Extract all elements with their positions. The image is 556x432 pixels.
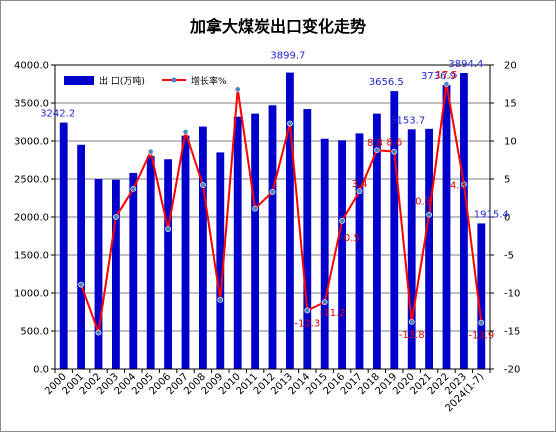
rate-point xyxy=(391,148,398,155)
bar xyxy=(390,91,399,369)
bar xyxy=(338,140,347,369)
bar xyxy=(372,113,381,369)
bar xyxy=(77,144,86,369)
rate-point xyxy=(130,185,137,192)
bar-data-label: 3656.5 xyxy=(369,77,404,88)
bar xyxy=(233,116,242,370)
left-tick-label: 1000.0 xyxy=(14,289,49,300)
left-tick-label: 3500.0 xyxy=(14,99,49,110)
rate-point xyxy=(286,120,293,127)
legend-bar-swatch xyxy=(64,76,94,85)
rate-data-label: -11.2 xyxy=(320,308,346,319)
right-tick-label: -5 xyxy=(504,251,514,262)
right-tick-label: -10 xyxy=(504,289,520,300)
rate-point xyxy=(199,182,206,188)
rate-point xyxy=(147,148,154,155)
rate-point xyxy=(426,211,432,218)
bar xyxy=(216,152,225,369)
left-tick-label: 3000.0 xyxy=(14,137,49,148)
rate-point xyxy=(78,281,84,288)
right-tick-label: 0 xyxy=(504,213,510,224)
left-tick-label: 2000.0 xyxy=(14,213,49,224)
rate-point xyxy=(460,181,467,188)
left-tick-label: 4000.0 xyxy=(14,61,49,72)
bar xyxy=(59,122,68,369)
legend-line-marker xyxy=(171,77,177,83)
rate-point xyxy=(321,299,328,306)
bar xyxy=(285,72,294,369)
left-tick-label: 2500.0 xyxy=(14,175,49,186)
bar xyxy=(407,129,416,369)
bar-data-label: 3894.4 xyxy=(448,59,483,70)
bar xyxy=(355,133,364,369)
bar xyxy=(111,179,120,369)
rate-data-label: -13.8 xyxy=(399,330,425,341)
rate-point xyxy=(217,296,224,303)
chart-title: 加拿大煤炭出口变化走势 xyxy=(189,17,366,36)
rate-point xyxy=(95,329,102,336)
bar xyxy=(425,128,434,369)
rate-point xyxy=(304,307,311,314)
rate-point xyxy=(182,128,189,135)
bar xyxy=(268,105,277,369)
right-tick-label: -20 xyxy=(504,365,520,376)
rate-point xyxy=(443,81,450,87)
bar xyxy=(320,138,329,369)
rate-point xyxy=(478,319,485,326)
bar xyxy=(251,113,260,369)
right-tick-label: 5 xyxy=(504,175,510,186)
bar xyxy=(164,159,173,369)
rate-data-label: 8.8 xyxy=(367,138,383,149)
rate-point xyxy=(373,147,380,154)
rate-data-label: -12.3 xyxy=(294,318,320,329)
bar xyxy=(303,109,312,369)
rate-data-label: 3.4 xyxy=(352,179,368,190)
rate-line xyxy=(80,83,483,333)
bar-data-label: 3899.7 xyxy=(270,51,305,62)
rate-point xyxy=(356,188,363,195)
bar xyxy=(94,179,103,369)
bar xyxy=(459,73,468,369)
bar-series xyxy=(59,72,486,370)
bar-data-label: 3153.7 xyxy=(390,115,425,126)
bar xyxy=(146,156,155,369)
right-tick-label: 10 xyxy=(504,137,517,148)
grid-lines xyxy=(55,102,490,332)
bar-data-label: 1915.4 xyxy=(474,209,509,220)
rate-point xyxy=(339,217,345,224)
legend-line-label: 增长率% xyxy=(191,75,227,87)
rate-data-label: 4.3 xyxy=(450,180,466,191)
bar-data-label: 3736.9 xyxy=(421,71,456,82)
right-tick-label: 20 xyxy=(504,61,517,72)
legend: 出 口(万吨) 增长率% xyxy=(64,75,227,87)
bar xyxy=(181,135,190,369)
rate-point xyxy=(269,189,276,195)
bar xyxy=(442,84,451,369)
bar xyxy=(129,172,138,369)
rate-point xyxy=(252,205,258,212)
rate-point xyxy=(113,214,119,220)
rate-data-label: -13.9 xyxy=(468,331,494,342)
bar-data-label: 3242.2 xyxy=(40,109,75,120)
rate-data-label: 17.5 xyxy=(435,70,457,81)
right-tick-label: 15 xyxy=(504,99,517,110)
rate-point xyxy=(408,318,415,325)
legend-bar-label: 出 口(万吨) xyxy=(99,75,145,87)
right-tick-label: -15 xyxy=(504,327,520,338)
bar xyxy=(477,223,486,369)
bar xyxy=(198,126,207,369)
left-tick-label: 0.0 xyxy=(33,365,49,376)
left-tick-label: 500.0 xyxy=(20,327,49,338)
rate-point xyxy=(165,226,171,233)
rate-data-label: -0.5 xyxy=(340,233,360,244)
rate-data-label: 0.3 xyxy=(415,197,431,208)
rate-point xyxy=(234,86,241,93)
left-tick-label: 1500.0 xyxy=(14,251,49,262)
rate-data-label: 8.6 xyxy=(386,138,402,149)
rate-series xyxy=(78,81,485,336)
